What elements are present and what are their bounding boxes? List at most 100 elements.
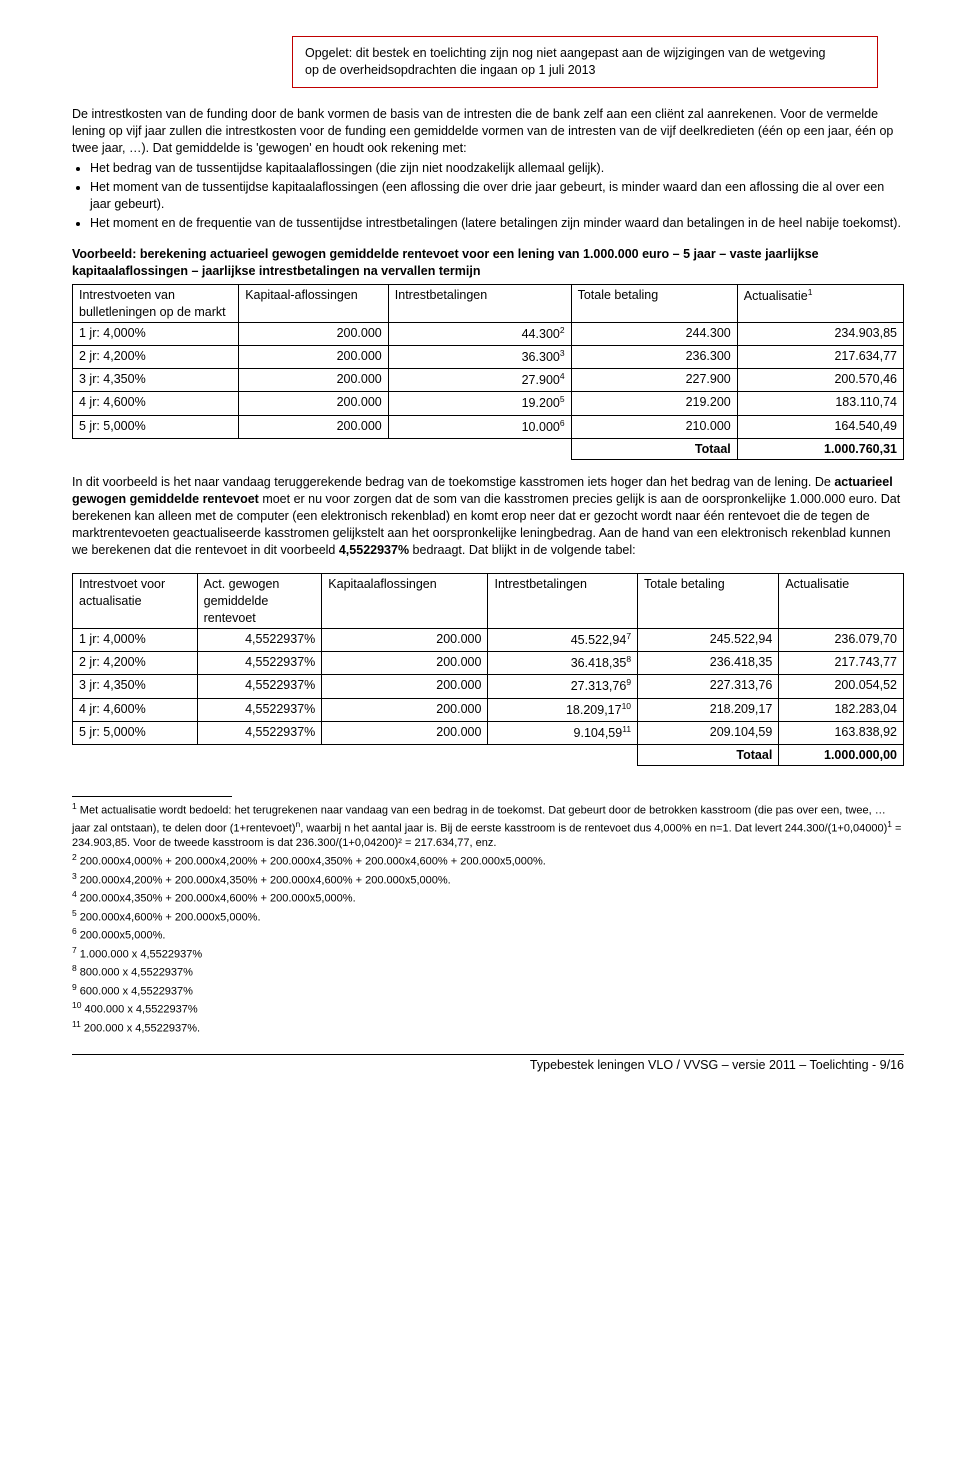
table-2-header-row: Intrestvoet voor actualisatie Act. gewog… — [73, 573, 904, 629]
t1-h4: Totale betaling — [571, 284, 737, 323]
footnote-1: 1 Met actualisatie wordt bedoeld: het te… — [72, 801, 904, 851]
table-row: 2 jr: 4,200%4,5522937%200.00036.418,3582… — [73, 652, 904, 675]
mid-s4: 4,5522937% — [339, 543, 409, 557]
table-1-header-row: Intrestvoeten van bulletleningen op de m… — [73, 284, 904, 323]
t1-cell: 3 jr: 4,350% — [73, 369, 239, 392]
table-2-total-row: Totaal 1.000.000,00 — [73, 744, 904, 766]
t2-cell: 236.418,35 — [638, 652, 779, 675]
t2-cell: 45.522,947 — [488, 629, 638, 652]
footnote-2: 2 200.000x4,000% + 200.000x4,200% + 200.… — [72, 852, 904, 870]
footnote-9: 9 600.000 x 4,5522937% — [72, 982, 904, 1000]
t1-cell: 44.3002 — [388, 323, 571, 346]
t2-cell: 4,5522937% — [197, 675, 322, 698]
footnote-7: 7 1.000.000 x 4,5522937% — [72, 945, 904, 963]
t2-cell: 209.104,59 — [638, 721, 779, 744]
t1-h1: Intrestvoeten van bulletleningen op de m… — [73, 284, 239, 323]
t2-cell: 200.000 — [322, 698, 488, 721]
t1-cell: 4 jr: 4,600% — [73, 392, 239, 415]
t1-cell: 5 jr: 5,000% — [73, 415, 239, 438]
t1-cell: 2 jr: 4,200% — [73, 346, 239, 369]
intro-p1: De intrestkosten van de funding door de … — [72, 106, 904, 157]
t2-cell: 5 jr: 5,000% — [73, 721, 198, 744]
footnotes-block: 1 Met actualisatie wordt bedoeld: het te… — [72, 796, 904, 1036]
footnote-rule — [72, 796, 232, 797]
t1-total-value: 1.000.760,31 — [737, 438, 903, 460]
t1-cell: 200.000 — [239, 346, 389, 369]
t2-cell: 9.104,5911 — [488, 721, 638, 744]
t1-cell: 183.110,74 — [737, 392, 903, 415]
warning-line2: op de overheidsopdrachten die ingaan op … — [305, 63, 596, 77]
t2-cell: 4,5522937% — [197, 698, 322, 721]
footnote-11: 11 200.000 x 4,5522937%. — [72, 1019, 904, 1037]
t1-cell: 200.570,46 — [737, 369, 903, 392]
t1-cell: 227.900 — [571, 369, 737, 392]
mid-s1: In dit voorbeeld is het naar vandaag ter… — [72, 475, 834, 489]
t2-cell: 36.418,358 — [488, 652, 638, 675]
mid-para: In dit voorbeeld is het naar vandaag ter… — [72, 474, 904, 558]
t2-cell: 163.838,92 — [779, 721, 904, 744]
footnote-6: 6 200.000x5,000%. — [72, 926, 904, 944]
mid-s5: bedraagt. Dat blijkt in de volgende tabe… — [409, 543, 636, 557]
t1-cell: 234.903,85 — [737, 323, 903, 346]
t2-cell: 27.313,769 — [488, 675, 638, 698]
t2-cell: 245.522,94 — [638, 629, 779, 652]
t2-cell: 200.000 — [322, 629, 488, 652]
table-row: 1 jr: 4,000%200.00044.3002244.300234.903… — [73, 323, 904, 346]
table-row: 1 jr: 4,000%4,5522937%200.00045.522,9472… — [73, 629, 904, 652]
t2-h2: Act. gewogen gemiddelde rentevoet — [197, 573, 322, 629]
t2-h3: Kapitaalaflossingen — [322, 573, 488, 629]
warning-box: Opgelet: dit bestek en toelichting zijn … — [292, 36, 878, 88]
table-row: 3 jr: 4,350%200.00027.9004227.900200.570… — [73, 369, 904, 392]
t2-cell: 4 jr: 4,600% — [73, 698, 198, 721]
t1-h2: Kapitaal-aflossingen — [239, 284, 389, 323]
t2-cell: 200.000 — [322, 675, 488, 698]
t2-cell: 182.283,04 — [779, 698, 904, 721]
warning-line1: Opgelet: dit bestek en toelichting zijn … — [305, 46, 826, 60]
footnote-5: 5 200.000x4,600% + 200.000x5,000%. — [72, 908, 904, 926]
t1-cell: 36.3003 — [388, 346, 571, 369]
t2-cell: 3 jr: 4,350% — [73, 675, 198, 698]
t1-cell: 219.200 — [571, 392, 737, 415]
table-row: 5 jr: 5,000%200.00010.0006210.000164.540… — [73, 415, 904, 438]
intro-bullets: Het bedrag van de tussentijdse kapitaala… — [72, 160, 904, 232]
t1-cell: 1 jr: 4,000% — [73, 323, 239, 346]
footnote-3: 3 200.000x4,200% + 200.000x4,350% + 200.… — [72, 871, 904, 889]
t2-cell: 4,5522937% — [197, 652, 322, 675]
t1-cell: 19.2005 — [388, 392, 571, 415]
t1-h3: Intrestbetalingen — [388, 284, 571, 323]
table-1: Intrestvoeten van bulletleningen op de m… — [72, 284, 904, 461]
footnote-8: 8 800.000 x 4,5522937% — [72, 963, 904, 981]
t1-cell: 210.000 — [571, 415, 737, 438]
footnote-4: 4 200.000x4,350% + 200.000x4,600% + 200.… — [72, 889, 904, 907]
t2-cell: 200.000 — [322, 652, 488, 675]
t1-cell: 27.9004 — [388, 369, 571, 392]
example-heading: Voorbeeld: berekening actuarieel gewogen… — [72, 246, 904, 280]
t2-h1: Intrestvoet voor actualisatie — [73, 573, 198, 629]
page-footer: Typebestek leningen VLO / VVSG – versie … — [72, 1054, 904, 1074]
t2-h4: Intrestbetalingen — [488, 573, 638, 629]
t2-cell: 18.209,1710 — [488, 698, 638, 721]
t2-cell: 236.079,70 — [779, 629, 904, 652]
t1-cell: 236.300 — [571, 346, 737, 369]
t2-h5: Totale betaling — [638, 573, 779, 629]
t1-cell: 10.0006 — [388, 415, 571, 438]
table-row: 5 jr: 5,000%4,5522937%200.0009.104,59112… — [73, 721, 904, 744]
t1-total-label: Totaal — [571, 438, 737, 460]
t1-cell: 217.634,77 — [737, 346, 903, 369]
table-row: 4 jr: 4,600%200.00019.2005219.200183.110… — [73, 392, 904, 415]
t2-cell: 4,5522937% — [197, 721, 322, 744]
table-row: 2 jr: 4,200%200.00036.3003236.300217.634… — [73, 346, 904, 369]
bullet-1: Het bedrag van de tussentijdse kapitaala… — [90, 160, 904, 177]
t2-cell: 218.209,17 — [638, 698, 779, 721]
table-2: Intrestvoet voor actualisatie Act. gewog… — [72, 573, 904, 767]
t2-h6: Actualisatie — [779, 573, 904, 629]
t2-cell: 227.313,76 — [638, 675, 779, 698]
bullet-2: Het moment van de tussentijdse kapitaala… — [90, 179, 904, 213]
table-row: 4 jr: 4,600%4,5522937%200.00018.209,1710… — [73, 698, 904, 721]
t1-cell: 200.000 — [239, 323, 389, 346]
t2-cell: 4,5522937% — [197, 629, 322, 652]
table-1-total-row: Totaal 1.000.760,31 — [73, 438, 904, 460]
table-row: 3 jr: 4,350%4,5522937%200.00027.313,7692… — [73, 675, 904, 698]
intro-block: De intrestkosten van de funding door de … — [72, 106, 904, 232]
t1-cell: 244.300 — [571, 323, 737, 346]
